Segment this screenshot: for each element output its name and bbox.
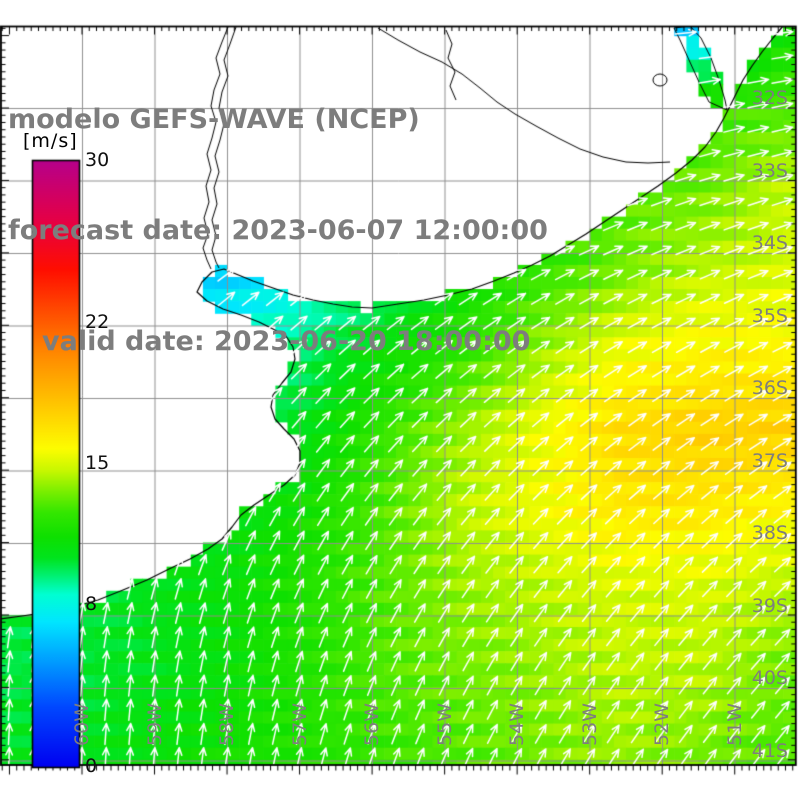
longitude-tick-label: 54W bbox=[506, 703, 528, 746]
plot-title-block: modelo GEFS-WAVE (NCEP) forecast date: 2… bbox=[8, 27, 548, 434]
longitude-tick-label: 51W bbox=[723, 703, 746, 746]
latitude-tick-label: 35S bbox=[751, 304, 788, 327]
latitude-tick-label: 34S bbox=[751, 232, 788, 254]
colorbar-tick-label: 15 bbox=[85, 452, 110, 474]
forecast-date-line: forecast date: 2023-06-07 12:00:00 bbox=[8, 215, 548, 246]
longitude-tick-label: 57W bbox=[288, 703, 311, 746]
longitude-tick-label: 60W bbox=[71, 703, 93, 746]
longitude-tick-label: 52W bbox=[651, 703, 673, 746]
latitude-tick-label: 33S bbox=[751, 159, 788, 182]
valid-date-line: valid date: 2023-06-20 18:00:00 bbox=[42, 326, 531, 357]
colorbar-tick-label: 8 bbox=[85, 593, 98, 616]
latitude-tick-label: 37S bbox=[751, 449, 788, 472]
longitude-tick-label: 58W bbox=[216, 703, 238, 746]
latitude-tick-label: 40S bbox=[751, 667, 788, 689]
longitude-tick-label: 59W bbox=[143, 703, 166, 746]
latitude-tick-label: 32S bbox=[751, 87, 788, 109]
latitude-tick-label: 38S bbox=[751, 522, 788, 544]
colorbar-tick-label: 22 bbox=[85, 310, 110, 333]
colorbar-tick-label: 30 bbox=[85, 149, 110, 171]
model-title: modelo GEFS-WAVE (NCEP) bbox=[8, 104, 420, 135]
colorbar-tick-label: 0 bbox=[85, 755, 98, 777]
longitude-tick-label: 55W bbox=[433, 703, 456, 746]
latitude-tick-label: 41S bbox=[751, 739, 788, 762]
longitude-tick-label: 53W bbox=[578, 703, 601, 746]
longitude-tick-label: 56W bbox=[361, 703, 383, 746]
colorbar-units-label: [m/s] bbox=[23, 130, 78, 152]
latitude-tick-label: 36S bbox=[751, 377, 788, 399]
latitude-tick-label: 39S bbox=[751, 594, 788, 617]
